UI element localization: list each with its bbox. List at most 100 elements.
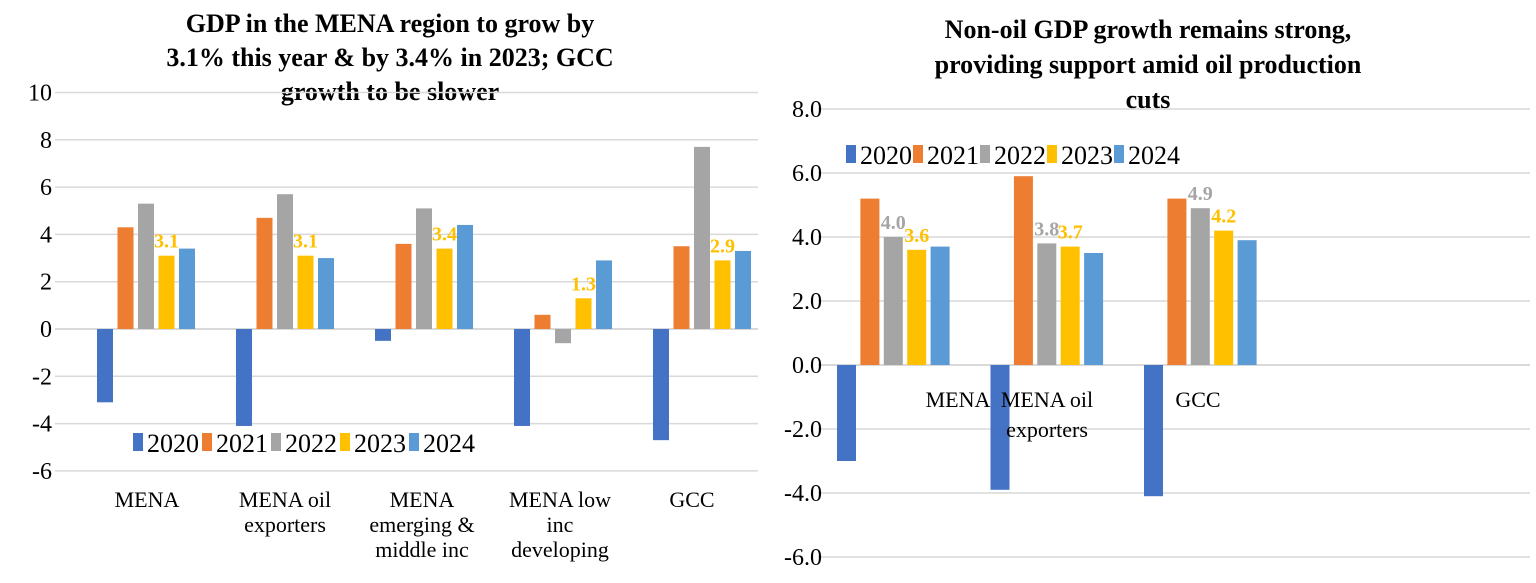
bar-2020 <box>236 329 252 426</box>
bar-2024 <box>1237 240 1257 365</box>
data-label: 4.9 <box>1188 183 1213 205</box>
legend-label: 2022 <box>994 141 1046 170</box>
bar-2023 <box>158 255 175 329</box>
legend-label: 2023 <box>1061 141 1113 170</box>
category-label: developing <box>511 537 609 562</box>
data-label: 3.8 <box>1034 218 1059 240</box>
chart-title-line: growth to be slower <box>281 77 499 106</box>
y-tick-label: 8.0 <box>792 97 822 123</box>
bar-2022 <box>138 203 154 329</box>
category-label: MENA <box>390 487 455 512</box>
category-label: MENA oil <box>1001 387 1093 412</box>
data-label: 4.0 <box>881 212 906 234</box>
data-label: 3.6 <box>904 225 929 247</box>
non-oil-gdp-chart: Non-oil GDP growth remains strong, provid… <box>784 15 1530 571</box>
category-label: middle inc <box>375 537 469 562</box>
legend-label: 2024 <box>1128 141 1180 170</box>
bar-2021 <box>395 243 412 329</box>
category-label: exporters <box>244 512 326 537</box>
bar-2022 <box>555 329 571 344</box>
y-tick-label: -6 <box>32 459 52 485</box>
bar-2023 <box>436 248 453 329</box>
y-tick-label: 4.0 <box>792 225 822 251</box>
legend-label: 2021 <box>927 141 979 170</box>
category-label: GCC <box>669 487 714 512</box>
category-label: MENA low <box>509 487 611 512</box>
y-tick-label: 0.0 <box>792 353 822 379</box>
y-tick-label: 6 <box>40 175 52 201</box>
legend-swatch-2022 <box>980 145 990 163</box>
y-tick-label: -6.0 <box>784 545 822 571</box>
bar-2023 <box>297 255 314 329</box>
bar-2021 <box>1013 176 1033 365</box>
legend-swatch-2020 <box>133 433 143 451</box>
category-label: MENA oil <box>239 487 331 512</box>
legend-label: 2020 <box>147 429 199 458</box>
bar-2024 <box>596 260 612 329</box>
bar-2024 <box>457 224 473 329</box>
data-label: 3.1 <box>293 231 318 253</box>
legend-label: 2021 <box>216 429 268 458</box>
y-tick-label: -2.0 <box>784 417 822 443</box>
bar-2022 <box>416 208 432 329</box>
bar-2023 <box>1214 230 1234 365</box>
legend-swatch-2023 <box>340 433 350 451</box>
category-label: emerging & <box>369 512 474 537</box>
bar-2021 <box>1167 198 1187 365</box>
legend-swatch-2024 <box>1114 145 1124 163</box>
bar-2022 <box>277 194 293 329</box>
legend-swatch-2020 <box>846 145 856 163</box>
bar-2020 <box>653 329 669 441</box>
gdp-growth-chart: GDP in the MENA region to grow by 3.1% th… <box>28 9 758 562</box>
category-label: MENA <box>926 387 991 412</box>
category-label: MENA <box>115 487 180 512</box>
bar-2021 <box>673 246 690 329</box>
y-tick-label: 0 <box>40 317 52 343</box>
data-label: 3.4 <box>432 224 457 246</box>
legend-swatch-2023 <box>1047 145 1057 163</box>
y-tick-label: -4 <box>32 412 52 438</box>
bar-2024 <box>735 250 751 329</box>
bar-2020 <box>1144 365 1163 497</box>
bar-2023 <box>1060 246 1080 365</box>
bar-2020 <box>990 365 1010 490</box>
y-tick-label: 6.0 <box>792 161 822 187</box>
legend-label: 2020 <box>860 141 912 170</box>
y-tick-label: 8 <box>40 128 52 154</box>
legend-swatch-2024 <box>409 433 419 451</box>
chart-title-line: Non-oil GDP growth remains strong, <box>945 15 1352 44</box>
bar-2022 <box>883 237 903 365</box>
bar-2020 <box>514 329 530 426</box>
legend-swatch-2021 <box>202 433 212 451</box>
chart-title-line: providing support amid oil production <box>935 50 1362 79</box>
category-label: exporters <box>1006 417 1088 442</box>
data-label: 2.9 <box>710 235 735 257</box>
bar-2022 <box>1037 243 1057 365</box>
legend-label: 2022 <box>285 429 337 458</box>
y-tick-label: 2 <box>40 270 52 296</box>
data-label: 1.3 <box>571 273 596 295</box>
data-label: 4.2 <box>1211 206 1236 228</box>
bar-2020 <box>97 329 113 403</box>
category-label: GCC <box>1175 387 1220 412</box>
bar-2020 <box>837 365 856 461</box>
bar-2023 <box>907 249 927 365</box>
bar-2024 <box>930 246 950 365</box>
chart-title-line: GDP in the MENA region to grow by <box>186 9 595 38</box>
bar-2020 <box>375 329 391 341</box>
bar-2022 <box>694 146 710 329</box>
bar-2023 <box>575 298 592 329</box>
y-tick-label: 4 <box>40 222 52 248</box>
chart-title-line: 3.1% this year & by 3.4% in 2023; GCC <box>166 43 613 72</box>
bar-2021 <box>117 227 134 329</box>
y-tick-label: -4.0 <box>784 481 822 507</box>
legend-swatch-2021 <box>913 145 923 163</box>
bar-2021 <box>534 314 551 329</box>
legend-label: 2024 <box>423 429 475 458</box>
y-tick-label: -2 <box>32 364 52 390</box>
y-tick-label: 10 <box>28 81 52 107</box>
bar-2021 <box>256 217 273 329</box>
category-label: inc <box>547 512 574 537</box>
legend-swatch-2022 <box>271 433 281 451</box>
bar-2021 <box>860 198 880 365</box>
